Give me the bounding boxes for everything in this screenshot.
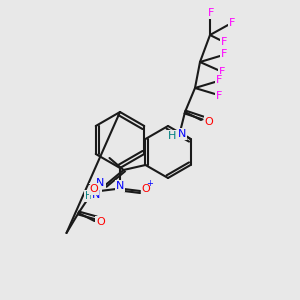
Text: N: N bbox=[178, 129, 186, 139]
Text: N: N bbox=[116, 181, 124, 191]
Text: F: F bbox=[229, 18, 235, 28]
Text: F: F bbox=[221, 37, 227, 47]
Text: O: O bbox=[205, 117, 213, 127]
Text: H: H bbox=[168, 131, 176, 141]
Text: O: O bbox=[142, 184, 150, 194]
Text: N: N bbox=[96, 178, 105, 188]
Text: F: F bbox=[208, 8, 214, 18]
Text: N: N bbox=[92, 190, 101, 200]
Text: F: F bbox=[216, 91, 222, 101]
Text: +: + bbox=[147, 178, 153, 188]
Text: F: F bbox=[219, 67, 225, 77]
Text: F: F bbox=[216, 75, 222, 85]
Text: -: - bbox=[86, 179, 90, 189]
Text: H: H bbox=[85, 191, 92, 201]
Text: O: O bbox=[96, 217, 105, 227]
Text: F: F bbox=[221, 49, 227, 59]
Text: O: O bbox=[90, 184, 98, 194]
